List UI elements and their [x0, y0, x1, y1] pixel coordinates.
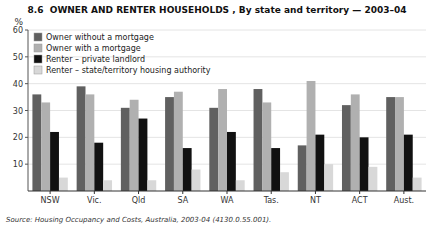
bar: [227, 132, 236, 191]
y-tick-label: 50: [13, 53, 23, 62]
bar: [32, 94, 41, 191]
x-tick: [315, 191, 316, 194]
grid-line: [28, 83, 426, 84]
y-tick: [25, 83, 28, 84]
x-tick: [138, 191, 139, 194]
bar: [218, 89, 227, 191]
x-tick: [403, 191, 404, 194]
bar: [174, 92, 183, 191]
bar: [360, 137, 369, 191]
legend-swatch: [34, 66, 42, 74]
bar: [271, 148, 280, 191]
x-tick-label: Aust.: [394, 196, 414, 205]
x-tick-label: Tas.: [263, 196, 279, 205]
bar: [351, 94, 360, 191]
x-tick: [94, 191, 95, 194]
source-note: Source: Housing Occupancy and Costs, Aus…: [6, 216, 271, 224]
y-tick: [25, 110, 28, 111]
bar: [404, 135, 413, 191]
x-tick: [271, 191, 272, 194]
bar: [183, 148, 192, 191]
x-tick: [359, 191, 360, 194]
x-tick: [227, 191, 228, 194]
bar: [307, 81, 316, 191]
bar: [386, 97, 395, 191]
x-tick-label: SA: [177, 196, 188, 205]
bar: [342, 105, 351, 191]
bar: [236, 180, 245, 191]
bar: [262, 102, 271, 191]
bar: [94, 143, 103, 191]
bar: [147, 180, 156, 191]
bar: [77, 86, 86, 191]
bar: [130, 100, 139, 191]
legend-label: Renter – state/territory housing authori…: [46, 66, 211, 75]
y-tick-label: 60: [13, 26, 23, 35]
legend: Owner without a mortgage Owner with a mor…: [34, 33, 211, 75]
bar: [192, 170, 201, 191]
x-tick-label: Qld: [132, 196, 146, 205]
bar: [165, 97, 174, 191]
title: 8.6 OWNER AND RENTER HOUSEHOLDS , By sta…: [28, 5, 407, 15]
x-tick-label: WA: [221, 196, 234, 205]
bar: [121, 108, 130, 191]
bar: [298, 145, 307, 191]
bar: [369, 167, 378, 191]
bar: [59, 178, 68, 191]
legend-label: Owner without a mortgage: [46, 33, 154, 42]
x-tick: [50, 191, 51, 194]
y-tick-label: 20: [13, 133, 23, 142]
y-tick: [25, 56, 28, 57]
bar: [103, 180, 112, 191]
x-tick-label: ACT: [352, 196, 368, 205]
x-tick: [182, 191, 183, 194]
bars: [32, 81, 421, 191]
x-tick-label: NT: [310, 196, 321, 205]
y-tick-label: 10: [13, 160, 23, 169]
legend-swatch: [34, 55, 42, 63]
legend-swatch: [34, 33, 42, 41]
grid-line: [28, 30, 426, 31]
x-tick-label: NSW: [41, 196, 60, 205]
y-tick: [25, 164, 28, 165]
bar: [315, 135, 324, 191]
bar: [280, 172, 289, 191]
bar: [50, 132, 59, 191]
y-tick: [25, 30, 28, 31]
y-tick-label: 30: [13, 107, 23, 116]
chart: 10 20 30 40 50 60 NSW Vic. Qld SA WA Tas. NT ACT Aust.…: [0, 0, 434, 227]
bar: [254, 89, 263, 191]
bar: [324, 164, 333, 191]
legend-label: Renter – private landlord: [46, 55, 145, 64]
bar: [209, 108, 218, 191]
bar: [85, 94, 94, 191]
bar: [395, 97, 404, 191]
legend-swatch: [34, 44, 42, 52]
legend-label: Owner with a mortgage: [46, 44, 141, 53]
bar: [413, 178, 422, 191]
y-tick: [25, 137, 28, 138]
y-axis-label: %: [14, 17, 23, 27]
bar: [139, 119, 148, 191]
y-tick-label: 40: [13, 80, 23, 89]
x-tick-label: Vic.: [87, 196, 101, 205]
bar: [41, 102, 50, 191]
